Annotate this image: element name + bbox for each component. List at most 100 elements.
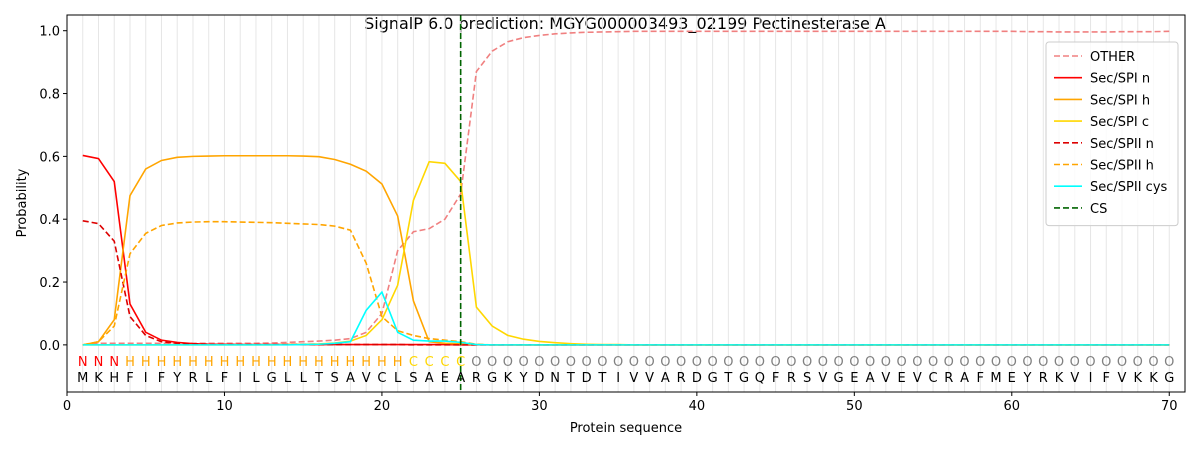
legend-label: Sec/SPI n xyxy=(1090,72,1150,87)
residue-label: Q xyxy=(755,371,765,386)
residue-label: L xyxy=(205,371,213,386)
residue-label: C xyxy=(929,371,938,386)
region-label: C xyxy=(425,355,434,370)
residue-label: E xyxy=(850,371,858,386)
region-label: O xyxy=(912,355,922,370)
y-tick-label: 0.4 xyxy=(39,213,60,228)
residue-label: M xyxy=(990,371,1001,386)
region-label: O xyxy=(487,355,497,370)
region-label: C xyxy=(456,355,465,370)
region-label: H xyxy=(188,355,198,370)
region-label: H xyxy=(267,355,277,370)
grid xyxy=(82,15,1170,392)
residue-label: S xyxy=(803,371,811,386)
region-label: O xyxy=(1070,355,1080,370)
residue-label: S xyxy=(331,371,339,386)
residue-label: F xyxy=(772,371,779,386)
region-label: O xyxy=(1133,355,1143,370)
residue-label: T xyxy=(314,371,323,386)
region-label: H xyxy=(314,355,324,370)
residue-label: I xyxy=(1089,371,1093,386)
residue-label: K xyxy=(1149,371,1158,386)
residue-label: L xyxy=(300,371,308,386)
region-label: H xyxy=(141,355,151,370)
region-label: O xyxy=(1148,355,1158,370)
region-label: O xyxy=(645,355,655,370)
region-label: H xyxy=(283,355,293,370)
y-tick-label: 0.0 xyxy=(39,339,60,354)
x-tick-label: 50 xyxy=(846,399,863,414)
residue-label: I xyxy=(616,371,620,386)
x-tick-label: 20 xyxy=(374,399,391,414)
region-label: H xyxy=(220,355,230,370)
residue-label: G xyxy=(487,371,497,386)
region-label: H xyxy=(346,355,356,370)
x-tick-label: 30 xyxy=(531,399,548,414)
y-axis-label: Probability xyxy=(15,168,30,237)
residue-label: D xyxy=(692,371,702,386)
residue-label: R xyxy=(944,371,953,386)
residue-label: F xyxy=(126,371,133,386)
series-line xyxy=(82,154,1170,346)
legend-label: Sec/SPII n xyxy=(1090,137,1154,152)
residue-label: Y xyxy=(1023,371,1032,386)
residue-label: A xyxy=(346,371,355,386)
region-label: O xyxy=(975,355,985,370)
residue-label: L xyxy=(252,371,260,386)
residue-label: R xyxy=(1039,371,1048,386)
series-line xyxy=(82,290,1170,346)
region-label: O xyxy=(802,355,812,370)
legend-label: Sec/SPI h xyxy=(1090,93,1150,108)
residue-label: M xyxy=(77,371,88,386)
residue-label: E xyxy=(1008,371,1016,386)
region-label: O xyxy=(849,355,859,370)
residue-label: S xyxy=(409,371,417,386)
region-label: O xyxy=(755,355,765,370)
region-label: O xyxy=(1117,355,1127,370)
residue-label: D xyxy=(582,371,592,386)
region-label: O xyxy=(503,355,513,370)
x-tick-label: 10 xyxy=(216,399,233,414)
residue-label: V xyxy=(881,371,890,386)
region-label: O xyxy=(944,355,954,370)
region-label: O xyxy=(597,355,607,370)
residue-label: T xyxy=(723,371,732,386)
axes: 0 10 20 30 40 50 60 70 0.0 0.2 0.4 0.6 0.8 1.0 xyxy=(39,25,1177,414)
region-label: O xyxy=(1164,355,1174,370)
residue-label: I xyxy=(238,371,242,386)
region-label: O xyxy=(550,355,560,370)
region-label: O xyxy=(896,355,906,370)
series-line xyxy=(82,30,1170,346)
region-label: H xyxy=(361,355,371,370)
legend: OTHER Sec/SPI n Sec/SPI h Sec/SPI c Sec/SPII… xyxy=(1045,41,1179,227)
region-label: O xyxy=(692,355,702,370)
residue-label: V xyxy=(645,371,654,386)
residue-label: V xyxy=(818,371,827,386)
region-label: O xyxy=(471,355,481,370)
region-label: O xyxy=(1054,355,1064,370)
series-line xyxy=(82,160,1170,346)
region-label: O xyxy=(613,355,623,370)
residue-label: G xyxy=(267,371,277,386)
residue-label: A xyxy=(960,371,969,386)
series-line xyxy=(82,219,1170,346)
residue-label: K xyxy=(94,371,103,386)
region-label: H xyxy=(172,355,182,370)
residue-label: A xyxy=(866,371,875,386)
residue-label: V xyxy=(1118,371,1127,386)
residue-label: G xyxy=(1164,371,1174,386)
residue-label: A xyxy=(456,371,465,386)
region-label: O xyxy=(959,355,969,370)
residue-label: C xyxy=(377,371,386,386)
residue-label: V xyxy=(362,371,371,386)
x-tick-label: 60 xyxy=(1004,399,1021,414)
region-label: H xyxy=(377,355,387,370)
residue-label: E xyxy=(897,371,905,386)
region-label: H xyxy=(235,355,245,370)
region-label: O xyxy=(566,355,576,370)
region-label: O xyxy=(786,355,796,370)
residue-label: Y xyxy=(519,371,528,386)
region-label: O xyxy=(582,355,592,370)
region-label: H xyxy=(125,355,135,370)
residue-label: F xyxy=(221,371,228,386)
